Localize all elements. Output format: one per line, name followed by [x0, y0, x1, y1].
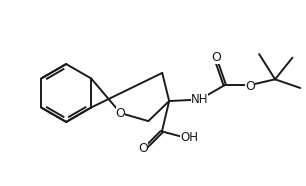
Text: NH: NH — [191, 93, 208, 106]
Text: OH: OH — [180, 131, 198, 144]
Text: O: O — [211, 51, 221, 64]
Text: O: O — [116, 107, 125, 120]
Text: O: O — [245, 80, 255, 93]
Text: O: O — [138, 142, 148, 155]
